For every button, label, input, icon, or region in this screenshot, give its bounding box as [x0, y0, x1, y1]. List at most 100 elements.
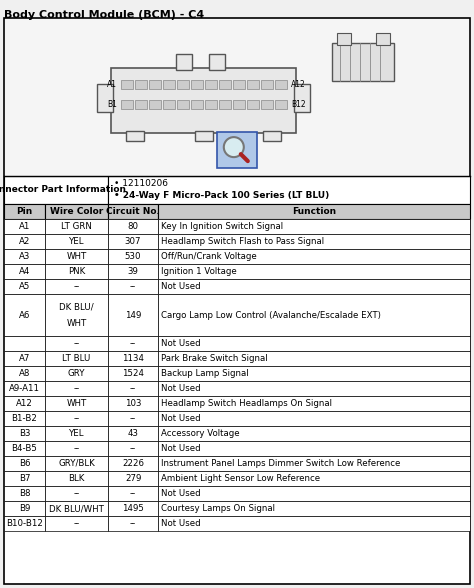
- Bar: [158, 366, 470, 381]
- Bar: [158, 426, 470, 441]
- Text: --: --: [130, 414, 136, 423]
- Text: Accessory Voltage: Accessory Voltage: [161, 429, 240, 438]
- Bar: [108, 336, 158, 351]
- Bar: [158, 441, 470, 456]
- Text: 1524: 1524: [122, 369, 144, 378]
- Bar: [163, 79, 175, 89]
- Bar: [217, 132, 257, 168]
- Bar: [45, 426, 108, 441]
- Bar: [108, 351, 158, 366]
- Text: 1495: 1495: [122, 504, 144, 513]
- Text: GRY/BLK: GRY/BLK: [58, 459, 95, 468]
- Bar: [108, 486, 158, 501]
- Bar: [4, 501, 45, 516]
- Bar: [158, 396, 470, 411]
- Text: --: --: [73, 489, 80, 498]
- Bar: [45, 516, 108, 531]
- Text: --: --: [73, 282, 80, 291]
- Bar: [158, 471, 470, 486]
- Bar: [4, 336, 45, 351]
- Text: 2226: 2226: [122, 459, 144, 468]
- Text: Backup Lamp Signal: Backup Lamp Signal: [161, 369, 249, 378]
- Bar: [108, 501, 158, 516]
- Bar: [4, 234, 45, 249]
- Bar: [45, 249, 108, 264]
- Bar: [209, 54, 225, 69]
- Text: B1-B2: B1-B2: [11, 414, 37, 423]
- Text: B3: B3: [19, 429, 30, 438]
- Bar: [97, 84, 113, 112]
- Bar: [45, 396, 108, 411]
- Bar: [4, 294, 45, 336]
- Text: --: --: [130, 519, 136, 528]
- Bar: [158, 204, 470, 219]
- Bar: [176, 54, 192, 69]
- Bar: [149, 99, 161, 109]
- Text: Not Used: Not Used: [161, 489, 201, 498]
- Text: Not Used: Not Used: [161, 414, 201, 423]
- Text: Circuit No.: Circuit No.: [106, 207, 160, 216]
- Bar: [4, 204, 45, 219]
- Text: B9: B9: [19, 504, 30, 513]
- Bar: [45, 411, 108, 426]
- Bar: [108, 249, 158, 264]
- Text: A9-A11: A9-A11: [9, 384, 40, 393]
- Text: YEL: YEL: [69, 237, 84, 246]
- Bar: [135, 79, 147, 89]
- Bar: [158, 501, 470, 516]
- Text: Not Used: Not Used: [161, 282, 201, 291]
- Text: --: --: [130, 444, 136, 453]
- Bar: [45, 456, 108, 471]
- Text: A12: A12: [16, 399, 33, 408]
- Bar: [275, 79, 287, 89]
- Bar: [4, 516, 45, 531]
- Bar: [45, 441, 108, 456]
- Bar: [158, 486, 470, 501]
- Bar: [158, 249, 470, 264]
- Bar: [4, 456, 45, 471]
- Bar: [121, 79, 133, 89]
- Bar: [45, 486, 108, 501]
- Text: WHT: WHT: [66, 399, 87, 408]
- Bar: [45, 501, 108, 516]
- Bar: [275, 99, 287, 109]
- Bar: [191, 79, 203, 89]
- Text: LT GRN: LT GRN: [61, 222, 92, 231]
- Text: • 24-Way F Micro-Pack 100 Series (LT BLU): • 24-Way F Micro-Pack 100 Series (LT BLU…: [114, 191, 329, 199]
- Bar: [158, 456, 470, 471]
- Bar: [219, 99, 231, 109]
- Text: Pin: Pin: [17, 207, 33, 216]
- Text: --: --: [73, 519, 80, 528]
- Bar: [45, 219, 108, 234]
- Text: --: --: [130, 489, 136, 498]
- Bar: [5, 19, 469, 175]
- Bar: [4, 396, 45, 411]
- Bar: [261, 79, 273, 89]
- Text: 103: 103: [125, 399, 141, 408]
- Bar: [264, 131, 282, 141]
- Bar: [108, 279, 158, 294]
- Bar: [126, 131, 144, 141]
- Bar: [45, 471, 108, 486]
- Circle shape: [224, 137, 244, 157]
- Bar: [4, 279, 45, 294]
- Text: Headlamp Switch Flash to Pass Signal: Headlamp Switch Flash to Pass Signal: [161, 237, 324, 246]
- Bar: [45, 336, 108, 351]
- Text: DK BLU/WHT: DK BLU/WHT: [49, 504, 104, 513]
- Text: A12: A12: [291, 79, 306, 89]
- Text: B12: B12: [291, 99, 305, 109]
- Bar: [108, 204, 158, 219]
- Text: Not Used: Not Used: [161, 339, 201, 348]
- Bar: [108, 366, 158, 381]
- Bar: [337, 33, 351, 45]
- Bar: [177, 79, 189, 89]
- Text: B8: B8: [19, 489, 30, 498]
- Text: A1: A1: [107, 79, 117, 89]
- Bar: [108, 411, 158, 426]
- Text: Key In Ignition Switch Signal: Key In Ignition Switch Signal: [161, 222, 283, 231]
- Text: B10-B12: B10-B12: [6, 519, 43, 528]
- Bar: [376, 33, 390, 45]
- Text: Not Used: Not Used: [161, 444, 201, 453]
- Bar: [247, 99, 259, 109]
- Text: WHT: WHT: [66, 319, 87, 328]
